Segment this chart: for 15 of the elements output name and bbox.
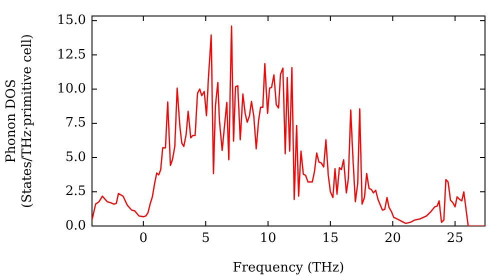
x-axis-title: Frequency (THz) — [232, 260, 344, 276]
y-axis-title: Phonon DOS (States/THz·primitive cell) — [4, 34, 35, 208]
x-tick-label: 10 — [260, 230, 276, 246]
x-tick-label: 20 — [384, 230, 402, 246]
y-tick-label: 5.0 — [65, 150, 86, 165]
y-tick-label: 10.0 — [57, 81, 86, 96]
x-tick-label: 25 — [446, 230, 464, 246]
y-tick-label: 2.5 — [65, 184, 86, 200]
x-tick-label: 15 — [322, 230, 339, 246]
y-tick-label: 7.5 — [65, 116, 86, 131]
y-tick-label: 0.0 — [65, 218, 86, 234]
y-tick-label: 15.0 — [57, 13, 86, 28]
x-tick-label: 5 — [202, 230, 210, 246]
y-tick-label: 12.5 — [57, 47, 86, 62]
x-tick-label: 0 — [139, 230, 148, 246]
